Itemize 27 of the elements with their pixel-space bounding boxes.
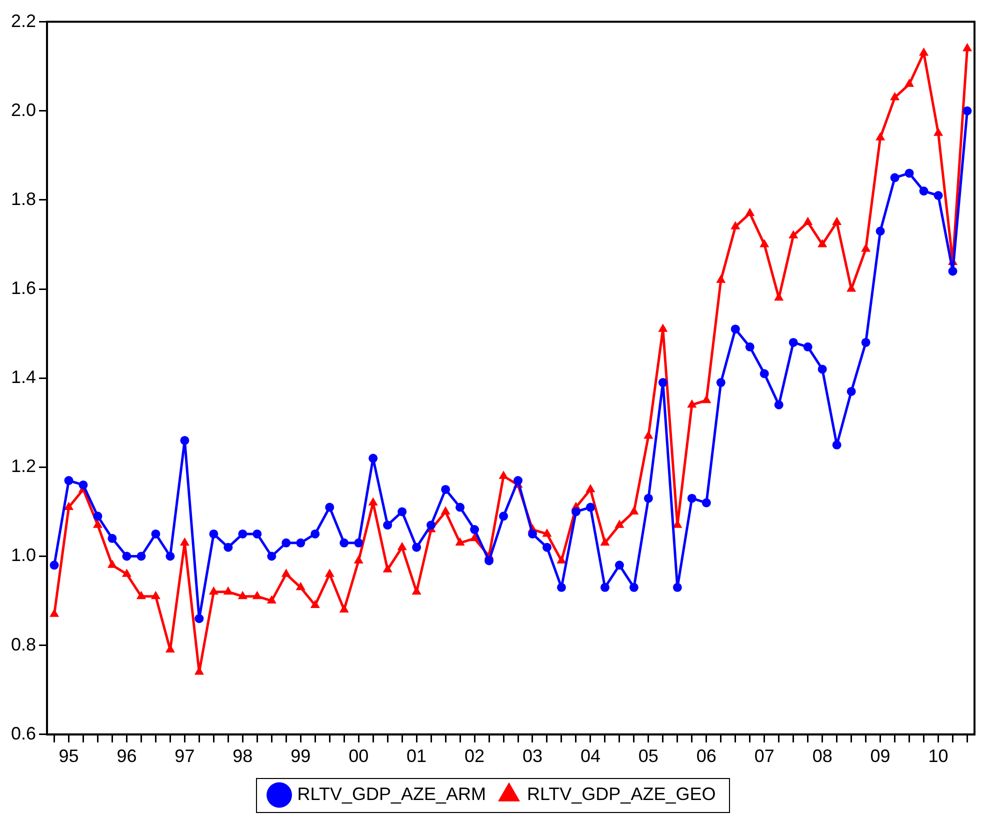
y-tick-label: 1.6 bbox=[10, 278, 36, 298]
y-tick-label: 2.0 bbox=[10, 100, 36, 120]
x-tick-label: 05 bbox=[638, 746, 658, 766]
x-tick-label: 04 bbox=[580, 746, 600, 766]
x-tick-label: 96 bbox=[116, 746, 137, 766]
x-tick-label: 08 bbox=[812, 746, 832, 766]
x-tick-label: 00 bbox=[348, 746, 369, 766]
x-tick-label: 07 bbox=[754, 746, 774, 766]
y-tick-label: 1.2 bbox=[10, 456, 36, 476]
x-tick-label: 10 bbox=[928, 746, 948, 766]
legend-label: RLTV_GDP_AZE_ARM bbox=[297, 784, 486, 804]
x-tick-label: 06 bbox=[696, 746, 716, 766]
y-tick-label: 0.6 bbox=[10, 723, 36, 744]
x-tick-label: 09 bbox=[870, 746, 890, 766]
x-tick-label: 98 bbox=[232, 746, 253, 766]
x-tick-label: 95 bbox=[58, 746, 79, 766]
x-tick-label: 99 bbox=[290, 746, 311, 766]
x-tick-label: 03 bbox=[522, 746, 543, 766]
legend-label: RLTV_GDP_AZE_GEO bbox=[526, 784, 716, 804]
y-tick-label: 1.8 bbox=[10, 188, 36, 209]
y-tick-label: 2.2 bbox=[10, 10, 36, 31]
x-tick-label: 02 bbox=[464, 746, 485, 766]
x-tick-label: 01 bbox=[406, 746, 427, 766]
y-tick-label: 1.4 bbox=[10, 367, 36, 388]
y-tick-label: 1.0 bbox=[10, 545, 36, 566]
y-tick-label: 0.8 bbox=[10, 634, 36, 654]
x-tick-label: 97 bbox=[174, 746, 195, 766]
